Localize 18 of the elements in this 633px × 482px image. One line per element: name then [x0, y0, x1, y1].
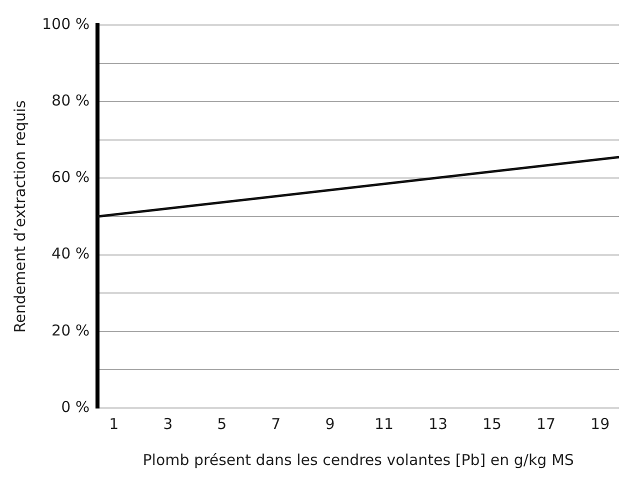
y-tick-label: 80 %	[52, 91, 90, 110]
y-tick-label: 60 %	[52, 168, 90, 186]
x-tick-label: 19	[590, 414, 610, 433]
y-tick-label: 40 %	[52, 244, 90, 263]
x-tick-label: 11	[374, 414, 394, 433]
y-tick-label: 20 %	[52, 321, 90, 340]
y-tick-label: 100 %	[42, 14, 90, 33]
x-tick-label: 3	[163, 414, 173, 433]
x-tick-label: 17	[536, 414, 556, 433]
x-tick-label: 13	[428, 414, 448, 433]
x-tick-label: 5	[217, 414, 227, 433]
x-tick-label: 15	[482, 414, 502, 433]
x-tick-label: 9	[325, 414, 335, 433]
x-axis-title: Plomb présent dans les cendres volantes [Pb] en g/kg MS	[142, 450, 574, 469]
x-tick-label: 1	[109, 414, 119, 433]
x-tick-label: 7	[271, 414, 281, 433]
y-tick-label: 0 %	[61, 398, 90, 416]
y-axis-title: Rendement d’extraction requis	[10, 100, 29, 333]
